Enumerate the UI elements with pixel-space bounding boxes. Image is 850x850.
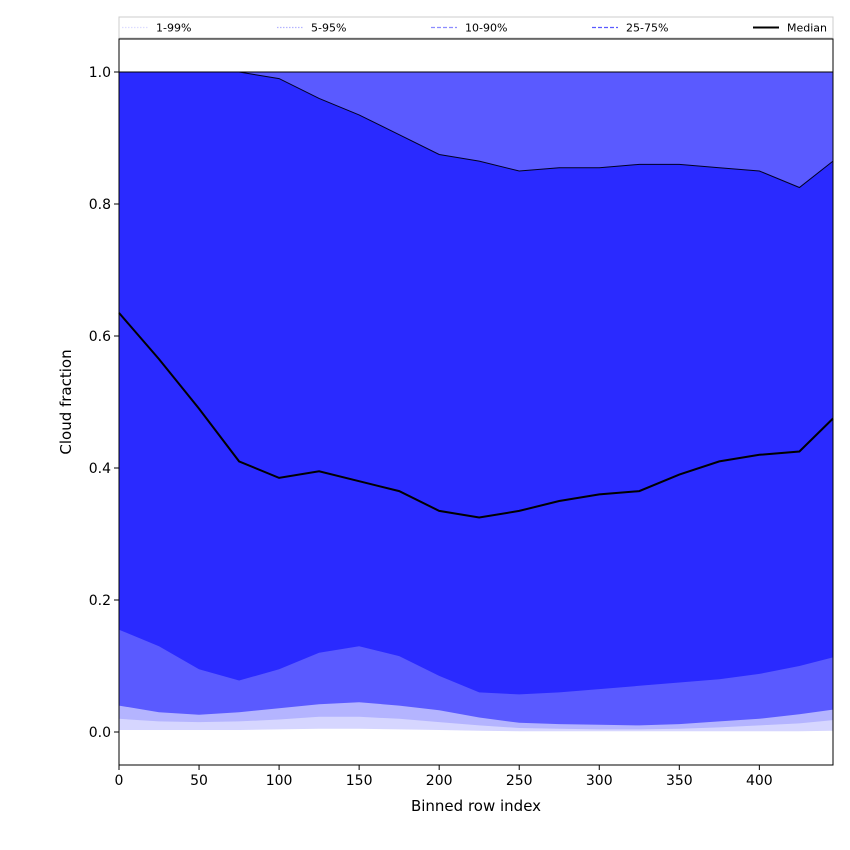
y-tick-label: 0.4 [89, 461, 111, 477]
y-axis-label: Cloud fraction [57, 349, 75, 454]
y-tick-label: 0.2 [89, 593, 111, 609]
axis-ticks: 0 50 100 150 200 250 300 350 400 0.0 0.2 0.4 0.6 0.8 1… [89, 65, 773, 789]
x-tick-label: 300 [586, 773, 613, 789]
x-tick-label: 250 [506, 773, 533, 789]
legend-box [118, 16, 834, 39]
y-tick-label: 0.0 [89, 725, 111, 741]
legend-label: 10-90% [465, 22, 507, 35]
x-tick-label: 150 [346, 773, 373, 789]
legend: 1-99% 5-95% 10-90% 25-75% Median [118, 16, 834, 39]
y-tick-label: 0.6 [89, 329, 111, 345]
plot-frame [118, 38, 834, 766]
x-tick-label: 350 [666, 773, 693, 789]
x-axis-label: Binned row index [411, 797, 541, 815]
x-tick-label: 200 [426, 773, 453, 789]
legend-label: Median [787, 22, 827, 35]
x-tick-label: 400 [746, 773, 773, 789]
legend-label: 1-99% [156, 22, 191, 35]
x-tick-label: 50 [190, 773, 208, 789]
band-25-75% [119, 72, 833, 695]
x-tick-label: 100 [266, 773, 293, 789]
median-line [118, 312, 834, 519]
y-tick-label: 0.8 [89, 197, 111, 213]
y-tick-label: 1.0 [89, 65, 111, 81]
legend-label: 25-75% [626, 22, 668, 35]
plot-area [118, 71, 834, 732]
x-tick-label: 0 [115, 773, 124, 789]
legend-label: 5-95% [311, 22, 346, 35]
